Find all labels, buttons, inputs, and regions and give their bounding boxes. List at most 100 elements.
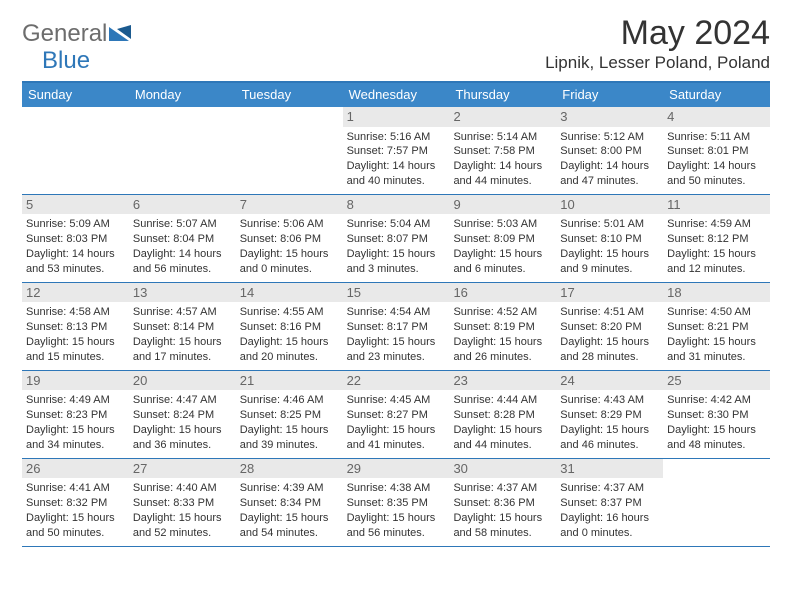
sunset-line: Sunset: 8:24 PM	[133, 408, 232, 423]
sunset-line: Sunset: 8:33 PM	[133, 496, 232, 511]
day-cell: .	[236, 107, 343, 194]
day-cell: 17Sunrise: 4:51 AMSunset: 8:20 PMDayligh…	[556, 283, 663, 370]
sunset-line: Sunset: 8:03 PM	[26, 232, 125, 247]
day-cell: 8Sunrise: 5:04 AMSunset: 8:07 PMDaylight…	[343, 195, 450, 282]
day-cell: 14Sunrise: 4:55 AMSunset: 8:16 PMDayligh…	[236, 283, 343, 370]
day-cell: 29Sunrise: 4:38 AMSunset: 8:35 PMDayligh…	[343, 459, 450, 546]
day-cell: 20Sunrise: 4:47 AMSunset: 8:24 PMDayligh…	[129, 371, 236, 458]
sunrise-line: Sunrise: 4:50 AM	[667, 305, 766, 320]
day-number: 4	[663, 107, 770, 127]
daylight-line: Daylight: 15 hours and 23 minutes.	[347, 335, 446, 365]
triangle-icon	[109, 23, 133, 46]
sunset-line: Sunset: 8:01 PM	[667, 144, 766, 159]
day-number: 26	[22, 459, 129, 479]
day-cell: 19Sunrise: 4:49 AMSunset: 8:23 PMDayligh…	[22, 371, 129, 458]
day-cell: 4Sunrise: 5:11 AMSunset: 8:01 PMDaylight…	[663, 107, 770, 194]
sunset-line: Sunset: 8:30 PM	[667, 408, 766, 423]
daylight-line: Daylight: 15 hours and 58 minutes.	[453, 511, 552, 541]
day-number: 18	[663, 283, 770, 303]
sunrise-line: Sunrise: 4:49 AM	[26, 393, 125, 408]
sunrise-line: Sunrise: 4:44 AM	[453, 393, 552, 408]
daylight-line: Daylight: 15 hours and 48 minutes.	[667, 423, 766, 453]
sunset-line: Sunset: 8:21 PM	[667, 320, 766, 335]
sunrise-line: Sunrise: 4:42 AM	[667, 393, 766, 408]
sunset-line: Sunset: 8:29 PM	[560, 408, 659, 423]
day-number: 20	[129, 371, 236, 391]
daylight-line: Daylight: 15 hours and 56 minutes.	[347, 511, 446, 541]
day-number: 28	[236, 459, 343, 479]
sunset-line: Sunset: 8:13 PM	[26, 320, 125, 335]
day-cell: 16Sunrise: 4:52 AMSunset: 8:19 PMDayligh…	[449, 283, 556, 370]
daylight-line: Daylight: 14 hours and 44 minutes.	[453, 159, 552, 189]
daylight-line: Daylight: 15 hours and 9 minutes.	[560, 247, 659, 277]
sunset-line: Sunset: 8:23 PM	[26, 408, 125, 423]
daylight-line: Daylight: 14 hours and 47 minutes.	[560, 159, 659, 189]
sunrise-line: Sunrise: 4:58 AM	[26, 305, 125, 320]
daylight-line: Daylight: 15 hours and 0 minutes.	[240, 247, 339, 277]
sunset-line: Sunset: 8:36 PM	[453, 496, 552, 511]
logo: General	[22, 20, 133, 48]
day-number: 12	[22, 283, 129, 303]
day-cell: 18Sunrise: 4:50 AMSunset: 8:21 PMDayligh…	[663, 283, 770, 370]
sunrise-line: Sunrise: 4:39 AM	[240, 481, 339, 496]
sunset-line: Sunset: 8:32 PM	[26, 496, 125, 511]
day-number: 11	[663, 195, 770, 215]
sunrise-line: Sunrise: 4:52 AM	[453, 305, 552, 320]
daylight-line: Daylight: 15 hours and 15 minutes.	[26, 335, 125, 365]
sunset-line: Sunset: 7:58 PM	[453, 144, 552, 159]
sunrise-line: Sunrise: 4:43 AM	[560, 393, 659, 408]
sunrise-line: Sunrise: 4:59 AM	[667, 217, 766, 232]
day-cell: 11Sunrise: 4:59 AMSunset: 8:12 PMDayligh…	[663, 195, 770, 282]
sunrise-line: Sunrise: 4:57 AM	[133, 305, 232, 320]
day-cell: 2Sunrise: 5:14 AMSunset: 7:58 PMDaylight…	[449, 107, 556, 194]
day-cell: .	[663, 459, 770, 546]
day-number: 3	[556, 107, 663, 127]
sunrise-line: Sunrise: 4:46 AM	[240, 393, 339, 408]
weekday-header: Sunday	[22, 83, 129, 107]
daylight-line: Daylight: 14 hours and 56 minutes.	[133, 247, 232, 277]
weekday-header: Saturday	[663, 83, 770, 107]
day-cell: .	[22, 107, 129, 194]
daylight-line: Daylight: 15 hours and 20 minutes.	[240, 335, 339, 365]
sunrise-line: Sunrise: 5:11 AM	[667, 130, 766, 145]
sunrise-line: Sunrise: 4:37 AM	[560, 481, 659, 496]
title-block: May 2024 Lipnik, Lesser Poland, Poland	[545, 14, 770, 73]
weekday-header: Thursday	[449, 83, 556, 107]
day-number: 1	[343, 107, 450, 127]
sunrise-line: Sunrise: 5:04 AM	[347, 217, 446, 232]
sunset-line: Sunset: 8:10 PM	[560, 232, 659, 247]
day-cell: 3 Sunrise: 5:12 AMSunset: 8:00 PMDaylight…	[556, 107, 663, 194]
calendar: SundayMondayTuesdayWednesdayThursdayFrid…	[22, 81, 770, 547]
location: Lipnik, Lesser Poland, Poland	[545, 53, 770, 73]
day-number: 10	[556, 195, 663, 215]
day-number: 29	[343, 459, 450, 479]
week-row: 19Sunrise: 4:49 AMSunset: 8:23 PMDayligh…	[22, 371, 770, 459]
day-number: 8	[343, 195, 450, 215]
sunset-line: Sunset: 8:07 PM	[347, 232, 446, 247]
daylight-line: Daylight: 15 hours and 26 minutes.	[453, 335, 552, 365]
day-cell: 28Sunrise: 4:39 AMSunset: 8:34 PMDayligh…	[236, 459, 343, 546]
sunset-line: Sunset: 8:16 PM	[240, 320, 339, 335]
sunset-line: Sunset: 8:17 PM	[347, 320, 446, 335]
day-number: 24	[556, 371, 663, 391]
sunrise-line: Sunrise: 5:09 AM	[26, 217, 125, 232]
sunset-line: Sunset: 8:35 PM	[347, 496, 446, 511]
daylight-line: Daylight: 15 hours and 52 minutes.	[133, 511, 232, 541]
day-cell: 24Sunrise: 4:43 AMSunset: 8:29 PMDayligh…	[556, 371, 663, 458]
weekday-header: Monday	[129, 83, 236, 107]
sunset-line: Sunset: 8:06 PM	[240, 232, 339, 247]
day-cell: 9Sunrise: 5:03 AMSunset: 8:09 PMDaylight…	[449, 195, 556, 282]
daylight-line: Daylight: 15 hours and 54 minutes.	[240, 511, 339, 541]
day-number: 31	[556, 459, 663, 479]
sunset-line: Sunset: 7:57 PM	[347, 144, 446, 159]
day-cell: 1Sunrise: 5:16 AMSunset: 7:57 PMDaylight…	[343, 107, 450, 194]
sunset-line: Sunset: 8:00 PM	[560, 144, 659, 159]
day-number: 7	[236, 195, 343, 215]
sunrise-line: Sunrise: 5:12 AM	[560, 130, 659, 145]
daylight-line: Daylight: 14 hours and 40 minutes.	[347, 159, 446, 189]
day-number: 22	[343, 371, 450, 391]
day-cell: 12 Sunrise: 4:58 AMSunset: 8:13 PMDayligh…	[22, 283, 129, 370]
daylight-line: Daylight: 15 hours and 41 minutes.	[347, 423, 446, 453]
sunrise-line: Sunrise: 5:06 AM	[240, 217, 339, 232]
day-cell: 7 Sunrise: 5:06 AMSunset: 8:06 PMDaylight…	[236, 195, 343, 282]
